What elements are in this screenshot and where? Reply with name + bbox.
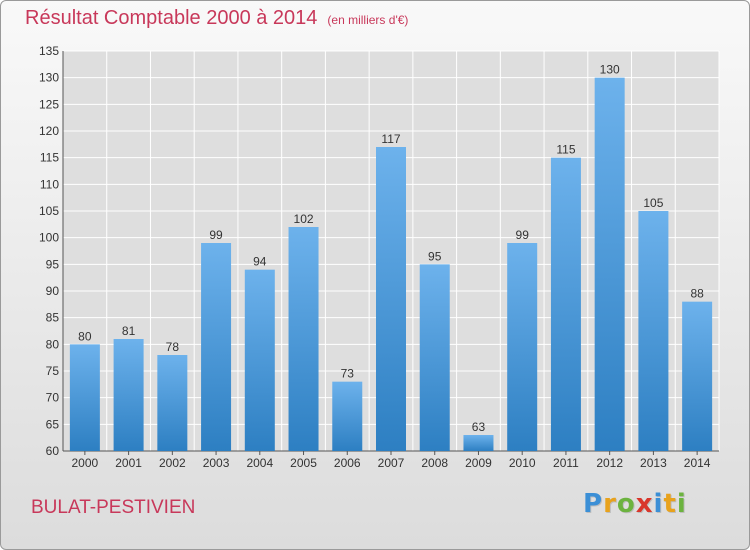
x-tick-label: 2005	[290, 456, 317, 470]
data-label: 95	[428, 249, 442, 263]
x-tick-label: 2002	[159, 456, 186, 470]
logo-letter: t	[663, 489, 677, 519]
x-tick-label: 2008	[421, 456, 448, 470]
x-tick-label: 2006	[334, 456, 361, 470]
y-tick-label: 135	[39, 44, 59, 58]
bar	[113, 339, 144, 451]
data-label: 130	[600, 63, 620, 77]
y-tick-label: 120	[39, 124, 59, 138]
bar	[594, 77, 625, 452]
commune-name: BULAT-PESTIVIEN	[31, 497, 196, 518]
data-label: 94	[253, 255, 267, 269]
data-label: 105	[643, 196, 663, 210]
y-tick-label: 130	[39, 71, 59, 85]
y-tick-label: 105	[39, 204, 59, 218]
data-label: 115	[556, 143, 575, 157]
bar	[201, 243, 232, 451]
y-tick-label: 60	[46, 444, 60, 458]
data-label: 78	[166, 340, 180, 354]
bars	[69, 77, 713, 452]
x-tick-label: 2000	[72, 456, 99, 470]
y-tick-label: 80	[46, 337, 60, 351]
x-tick-label: 2010	[509, 456, 536, 470]
y-tick-label: 85	[46, 311, 60, 325]
x-tick-label: 2009	[465, 456, 492, 470]
data-label: 73	[341, 367, 355, 381]
data-label: 88	[690, 287, 704, 301]
logo-letter: o	[616, 489, 636, 519]
bar	[550, 157, 581, 451]
unit-label: (en milliers d'€)	[327, 13, 409, 27]
y-tick-label: 115	[40, 151, 59, 165]
chart-title: Résultat Comptable 2000 à 2014 (en millie…	[25, 7, 408, 30]
x-tick-label: 2007	[378, 456, 405, 470]
data-label: 102	[294, 212, 314, 226]
logo-letter: r	[603, 489, 617, 519]
bar	[507, 243, 538, 451]
axes: 60 65 70 75 80 85 90 95 100 105 110 115 120 125 130 135…	[39, 44, 719, 470]
bar	[376, 147, 406, 451]
y-tick-label: 65	[46, 417, 60, 431]
x-tick-label: 2003	[203, 456, 230, 470]
bar	[638, 211, 669, 451]
x-tick-label: 2011	[553, 456, 579, 470]
bar	[419, 264, 450, 451]
x-tick-label: 2012	[596, 456, 623, 470]
data-label: 117	[381, 132, 400, 146]
data-label: 63	[472, 420, 486, 434]
data-labels: 80 81 78 99 94 102 73 117 95 63 99 115 130 105 88	[78, 63, 704, 434]
title-text: Résultat Comptable 2000 à 2014	[25, 7, 318, 29]
x-tick-label: 2013	[640, 456, 667, 470]
data-label: 99	[516, 228, 530, 242]
y-tick-label: 75	[46, 364, 60, 378]
x-tick-label: 2001	[115, 456, 142, 470]
bar	[288, 227, 319, 451]
data-label: 80	[78, 329, 92, 343]
x-tick-label: 2004	[246, 456, 273, 470]
proxiti-logo[interactable]: Proxiti	[583, 489, 687, 519]
data-label: 99	[209, 228, 223, 242]
y-tick-label: 95	[46, 257, 60, 271]
y-tick-label: 110	[40, 177, 59, 191]
logo-letter: x	[635, 489, 654, 519]
x-tick-label: 2014	[684, 456, 711, 470]
logo-letter: i	[676, 489, 687, 519]
logo-letter: P	[583, 489, 604, 519]
logo-letter: i	[653, 489, 664, 519]
y-tick-label: 100	[39, 231, 59, 245]
bar	[69, 344, 100, 451]
data-label: 81	[122, 324, 136, 338]
bar	[682, 301, 713, 451]
bar	[332, 381, 363, 451]
y-tick-label: 70	[46, 391, 60, 405]
bar	[244, 269, 275, 451]
bar	[157, 355, 188, 451]
y-tick-label: 125	[39, 97, 59, 111]
bar	[463, 435, 494, 451]
y-tick-label: 90	[46, 284, 60, 298]
